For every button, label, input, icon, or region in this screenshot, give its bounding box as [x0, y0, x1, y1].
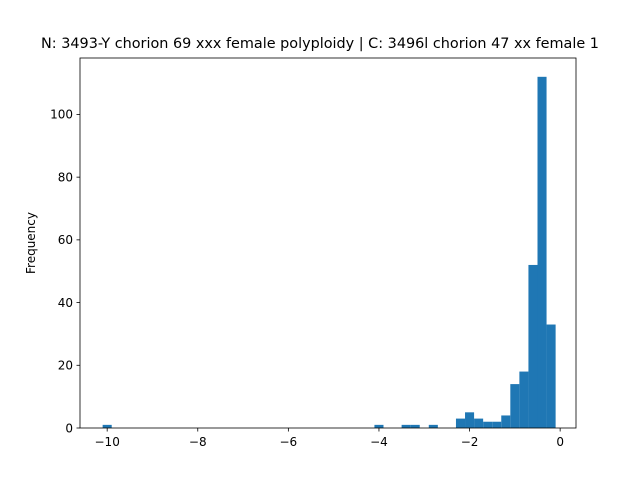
x-tick-label: −8 [189, 435, 207, 449]
histogram-bar [537, 76, 547, 428]
histogram-bar [401, 424, 411, 428]
x-tick-label: −2 [461, 435, 479, 449]
histogram-bars [102, 76, 556, 428]
histogram-bar [501, 415, 511, 428]
y-tick-label: 80 [58, 170, 73, 184]
histogram-bar [374, 424, 384, 428]
histogram-bar [102, 424, 112, 428]
histogram-bar [455, 418, 466, 428]
histogram-bar [510, 384, 520, 428]
x-axis: −10 −8 −6 −4 −2 0 [95, 428, 564, 449]
y-tick-label: 40 [58, 296, 73, 310]
histogram-bar [528, 264, 538, 428]
x-tick-label: −10 [95, 435, 120, 449]
histogram-bar [465, 412, 475, 428]
y-tick-label: 0 [65, 421, 73, 435]
histogram-bar [410, 424, 420, 428]
histogram-bar [428, 424, 438, 428]
histogram-bar [519, 371, 529, 428]
x-tick-label: −4 [370, 435, 388, 449]
y-tick-label: 100 [50, 108, 73, 122]
x-tick-label: 0 [556, 435, 564, 449]
y-tick-label: 20 [58, 359, 73, 373]
histogram-bar [546, 324, 556, 428]
y-tick-label: 60 [58, 233, 73, 247]
histogram-bar [492, 421, 502, 428]
y-axis-label: Frequency [24, 212, 38, 274]
histogram-bar [474, 418, 484, 428]
chart-title: N: 3493-Y chorion 69 xxx female polyploi… [41, 36, 599, 52]
y-axis: 0 20 40 60 80 100 [50, 108, 80, 435]
histogram-bar [483, 421, 493, 428]
plot-frame [79, 57, 577, 429]
x-tick-label: −6 [280, 435, 298, 449]
